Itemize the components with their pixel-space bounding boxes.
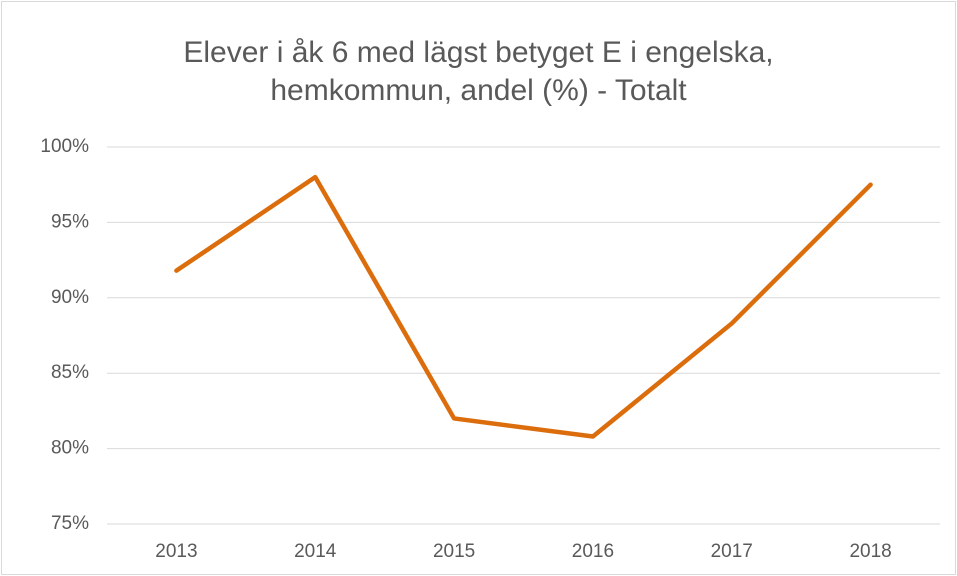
- x-tick-label: 2016: [572, 541, 614, 562]
- chart-title-box: Elever i åk 6 med lägst betyget E i enge…: [0, 34, 957, 110]
- y-tick-label: 95%: [51, 211, 89, 232]
- x-tick-label: 2018: [849, 541, 891, 562]
- y-tick-label: 85%: [51, 362, 89, 383]
- y-tick-label: 75%: [51, 513, 89, 534]
- line-series: [174, 174, 873, 439]
- y-tick-label: 100%: [40, 136, 89, 157]
- y-tick-label: 90%: [51, 287, 89, 308]
- y-tick-label: 80%: [51, 438, 89, 459]
- x-tick-label: 2017: [711, 541, 753, 562]
- x-tick-label: 2013: [155, 541, 197, 562]
- chart-title: Elever i åk 6 med lägst betyget E i enge…: [183, 36, 774, 107]
- x-tick-label: 2014: [294, 541, 337, 562]
- x-tick-label: 2015: [433, 541, 475, 562]
